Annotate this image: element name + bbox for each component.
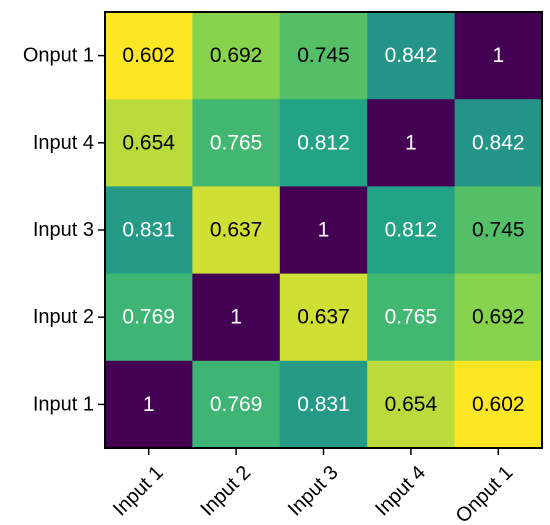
- y-tick-label: Onput 1: [23, 45, 94, 67]
- x-axis: Input 1 Input 2 Input 3 Input 4 Onput 1: [109, 448, 517, 525]
- heatmap-cell: [279, 99, 368, 187]
- heatmap-cell: [279, 12, 368, 100]
- heatmap-cell: [105, 12, 193, 100]
- cell-value-label: 0.765: [210, 131, 263, 154]
- cell-value-label: 0.654: [122, 131, 175, 154]
- heatmap-cell: [454, 99, 543, 187]
- cell-value-label: 0.692: [210, 44, 263, 67]
- cell-value-label: 1: [492, 44, 504, 67]
- heatmap-cell: [105, 360, 193, 449]
- cell-value-label: 0.745: [472, 219, 525, 242]
- heatmap-cell: [192, 12, 281, 100]
- heatmap-cell: [367, 360, 456, 449]
- heatmap-cell: [454, 12, 543, 100]
- cell-value-label: 1: [405, 131, 417, 154]
- heatmap-cell: [105, 273, 193, 362]
- y-tick-label: Input 2: [33, 306, 94, 328]
- y-axis: Onput 1 Input 4 Input 3 Input 2 Input 1: [23, 45, 105, 415]
- cell-value-label: 0.602: [472, 393, 525, 416]
- heatmap-cell: [192, 360, 281, 449]
- heatmap-cell: [192, 186, 281, 275]
- x-tick-label: Input 3: [284, 462, 343, 521]
- heatmap-cell: [367, 99, 456, 187]
- heatmap-cell: [367, 186, 456, 275]
- heatmap-cell: [454, 186, 543, 275]
- cell-value-label: 0.602: [122, 44, 175, 67]
- heatmap-cell: [192, 273, 281, 362]
- cell-value-label: 0.765: [385, 306, 438, 329]
- cell-value-label: 1: [318, 219, 330, 242]
- cell-value-label: 0.745: [297, 44, 350, 67]
- x-tick-label: Onput 1: [452, 462, 518, 525]
- cell-value-label: 1: [143, 393, 155, 416]
- cell-value-label: 0.812: [297, 131, 350, 154]
- cell-value-label: 0.831: [122, 219, 175, 242]
- cell-value-label: 0.637: [297, 306, 350, 329]
- y-tick-label: Input 4: [33, 132, 94, 154]
- heatmap-cell: [279, 273, 368, 362]
- heatmap-cell: [279, 360, 368, 449]
- cell-value-label: 0.692: [472, 306, 525, 329]
- cell-value-label: 0.842: [472, 131, 525, 154]
- cell-value-label: 0.637: [210, 219, 263, 242]
- heatmap-cells: [105, 12, 543, 449]
- heatmap-cell: [367, 273, 456, 362]
- cell-value-label: 0.769: [210, 393, 263, 416]
- heatmap-cell: [105, 99, 193, 187]
- cell-value-label: 0.654: [385, 393, 438, 416]
- cell-value-label: 0.831: [297, 393, 350, 416]
- heatmap-cell: [454, 360, 543, 449]
- cell-value-label: 0.812: [385, 219, 438, 242]
- heatmap-cell: [105, 186, 193, 275]
- heatmap-cell: [279, 186, 368, 275]
- heatmap-cell: [192, 99, 281, 187]
- cell-value-labels: 0.602 0.692 0.745 0.842 1 0.654 0.765 0.812 1 0.8…: [122, 44, 524, 416]
- x-tick-label: Input 2: [196, 462, 255, 521]
- cell-value-label: 0.769: [122, 306, 175, 329]
- cell-value-label: 1: [230, 306, 242, 329]
- heatmap-cell: [454, 273, 543, 362]
- x-tick-label: Input 1: [109, 462, 168, 521]
- cell-value-label: 0.842: [385, 44, 438, 67]
- y-tick-label: Input 3: [33, 219, 94, 241]
- y-tick-label: Input 1: [33, 393, 94, 415]
- heatmap-cell: [367, 12, 456, 100]
- x-tick-label: Input 4: [371, 462, 430, 521]
